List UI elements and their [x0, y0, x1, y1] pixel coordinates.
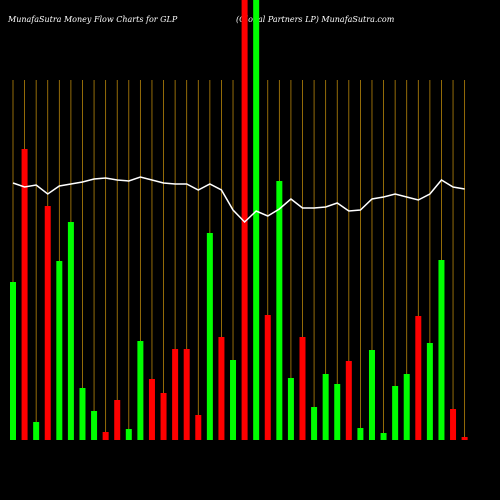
money-flow-line [12, 176, 465, 224]
bar [125, 429, 132, 440]
bar [160, 393, 167, 440]
bar [311, 407, 318, 440]
bar [102, 432, 109, 440]
bar [241, 0, 248, 440]
bar [264, 315, 271, 440]
bar [10, 282, 16, 440]
bar [67, 222, 74, 440]
bar [415, 316, 422, 440]
bar [299, 337, 306, 440]
bar [287, 378, 294, 440]
bar [114, 400, 121, 440]
bar [426, 343, 433, 440]
bar [253, 0, 260, 440]
bar [438, 260, 445, 440]
chart-title: MunafaSutra Money Flow Charts for GLP [7, 15, 178, 24]
bar [230, 360, 237, 440]
bar [345, 361, 352, 440]
bar [403, 374, 410, 440]
bar [21, 149, 28, 440]
bar [450, 409, 457, 440]
bar [33, 422, 40, 440]
bar [172, 349, 179, 440]
bar [322, 374, 329, 440]
bar [79, 388, 86, 440]
bar [137, 341, 144, 440]
bar [44, 206, 51, 440]
bar [91, 411, 98, 440]
bar [357, 428, 364, 440]
bar [183, 349, 190, 440]
bar [195, 415, 202, 440]
bar [206, 233, 213, 440]
bar [392, 386, 399, 440]
bar [276, 181, 283, 440]
bar [218, 337, 225, 440]
bar [148, 379, 155, 440]
bar [461, 437, 468, 440]
chart-subtitle: (Global Partners LP) MunafaSutra.com [236, 15, 395, 24]
bar [56, 261, 63, 440]
bar [380, 433, 387, 440]
bar [334, 384, 341, 440]
bar [368, 350, 375, 440]
